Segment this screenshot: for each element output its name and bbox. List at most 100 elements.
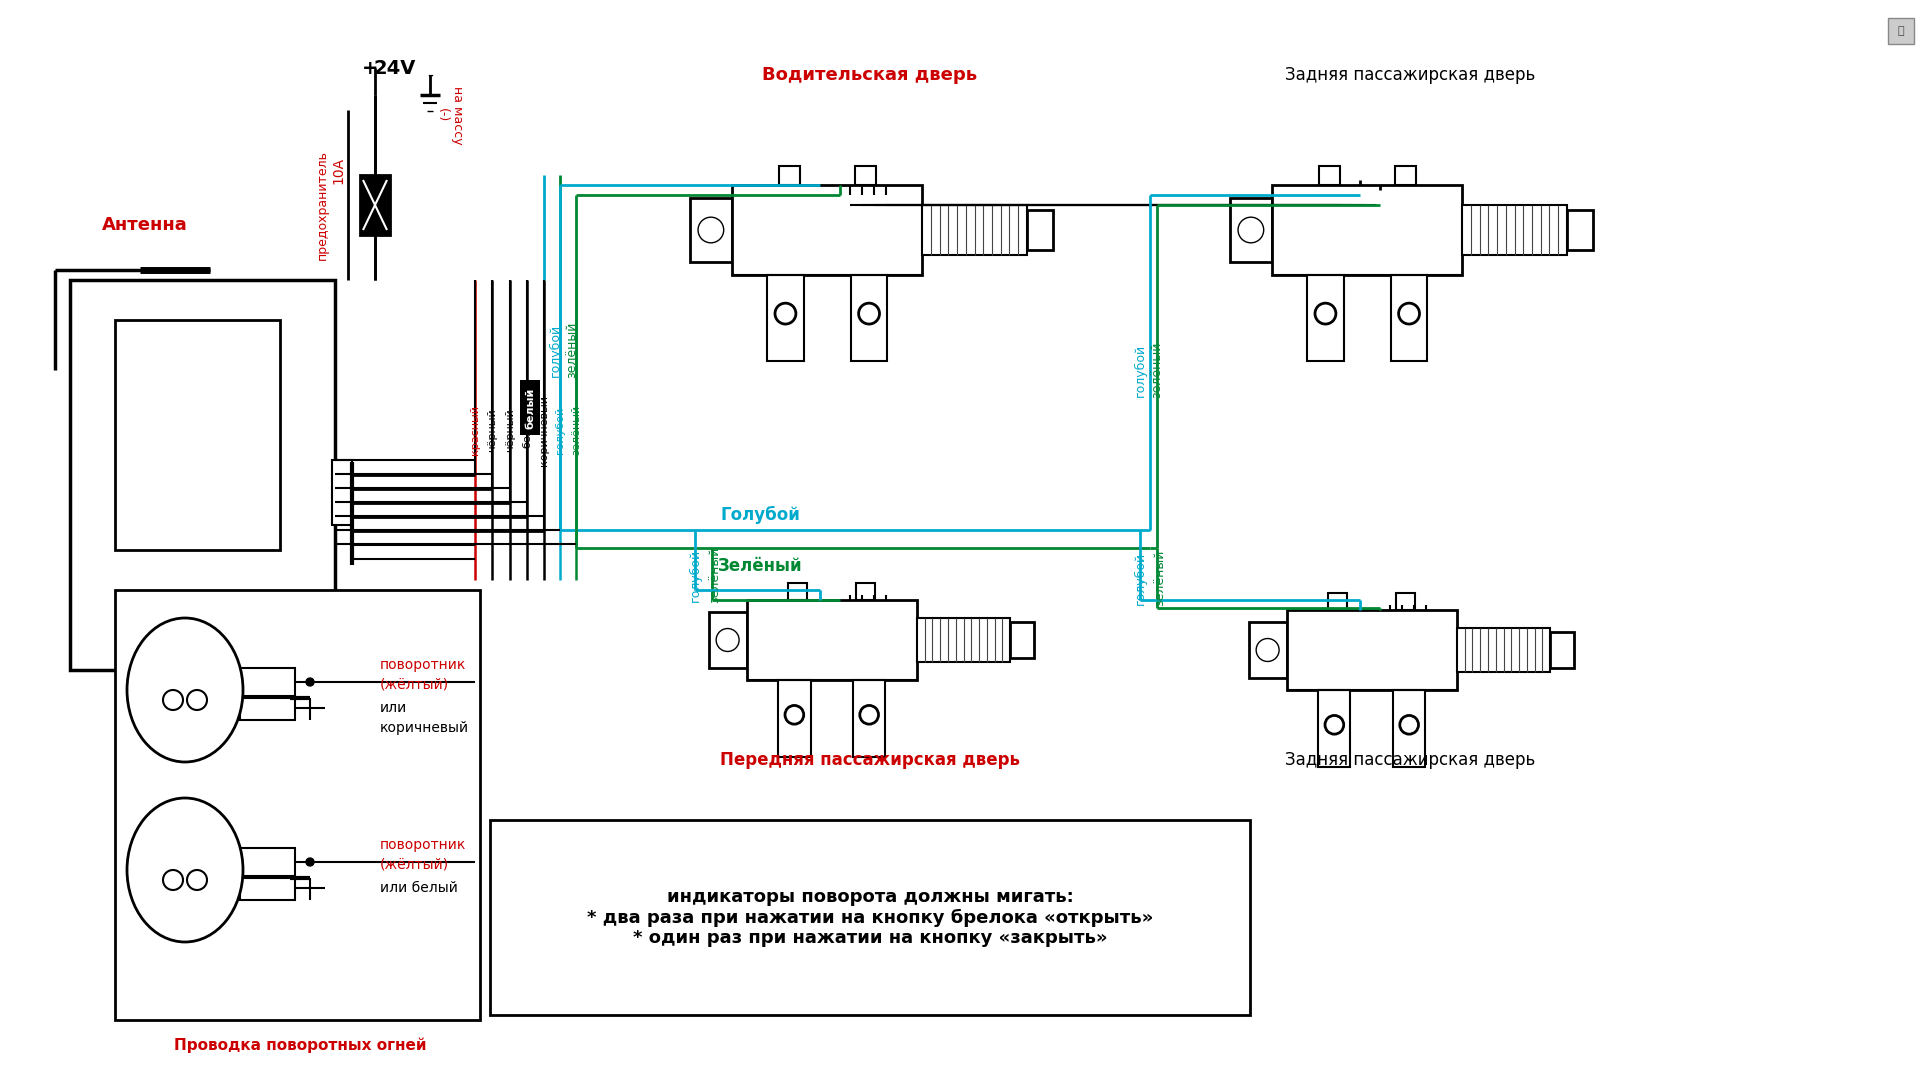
Bar	[1248, 622, 1286, 678]
Bar	[115, 590, 480, 1020]
Circle shape	[305, 858, 315, 866]
Text: красный: красный	[470, 405, 480, 455]
Circle shape	[1400, 715, 1419, 734]
Text: или: или	[380, 701, 407, 715]
Bar	[854, 166, 876, 185]
Text: (жёлтый): (жёлтый)	[380, 678, 449, 692]
Circle shape	[186, 690, 207, 710]
Bar	[1027, 211, 1054, 249]
Bar	[1273, 185, 1463, 275]
Text: или белый: или белый	[380, 881, 457, 895]
Text: ⤢: ⤢	[1897, 26, 1905, 36]
Circle shape	[1238, 217, 1263, 243]
Bar	[240, 878, 296, 900]
Bar	[240, 698, 296, 720]
Bar	[1394, 166, 1415, 185]
Text: предохранитель: предохранитель	[315, 150, 328, 260]
Bar	[115, 320, 280, 550]
Text: чёрный: чёрный	[505, 408, 515, 451]
Bar	[1567, 211, 1594, 249]
Bar	[922, 205, 1027, 255]
Bar	[1457, 627, 1549, 672]
Text: Антенна: Антенна	[102, 216, 188, 234]
Bar	[1308, 275, 1344, 361]
Text: поворотник: поворотник	[380, 658, 467, 672]
Bar	[240, 669, 296, 696]
Text: зелёный: зелёный	[1154, 550, 1167, 606]
Circle shape	[1398, 303, 1419, 324]
Circle shape	[776, 303, 797, 324]
Bar	[1319, 690, 1350, 767]
Circle shape	[1325, 715, 1344, 734]
Bar	[778, 680, 810, 757]
Bar	[916, 618, 1010, 662]
Bar	[1329, 593, 1348, 609]
Text: зелёный: зелёный	[570, 405, 582, 455]
Text: Водительская дверь: Водительская дверь	[762, 66, 977, 84]
Text: 10А: 10А	[330, 157, 346, 184]
Text: зелёный: зелёный	[1150, 341, 1164, 399]
Bar	[852, 680, 885, 757]
Text: голубой: голубой	[549, 323, 561, 377]
Circle shape	[163, 870, 182, 890]
Text: (жёлтый): (жёлтый)	[380, 858, 449, 872]
Bar	[240, 848, 296, 876]
Text: голубой: голубой	[1133, 552, 1146, 605]
Circle shape	[785, 705, 804, 725]
Text: Голубой: Голубой	[720, 505, 801, 524]
Ellipse shape	[127, 618, 244, 762]
Text: Зелёный: Зелёный	[718, 557, 803, 575]
Bar	[1010, 622, 1035, 658]
Text: голубой: голубой	[555, 406, 564, 454]
Text: голубой: голубой	[689, 549, 701, 602]
Text: Проводка поворотных огней: Проводка поворотных огней	[173, 1037, 426, 1053]
Bar	[732, 185, 922, 275]
Text: голубой: голубой	[1133, 343, 1146, 396]
Circle shape	[858, 303, 879, 324]
Ellipse shape	[127, 798, 244, 942]
Bar	[332, 460, 351, 525]
Circle shape	[860, 705, 879, 725]
Text: на массу
(-): на массу (-)	[436, 85, 465, 145]
Text: Задняя пассажирская дверь: Задняя пассажирская дверь	[1284, 66, 1536, 84]
Text: +: +	[361, 58, 378, 78]
Bar	[1229, 199, 1273, 261]
Text: чёрный: чёрный	[488, 408, 497, 451]
Bar	[1463, 205, 1567, 255]
Circle shape	[716, 629, 739, 651]
Circle shape	[1315, 303, 1336, 324]
Bar	[768, 275, 803, 361]
Text: 24V: 24V	[374, 58, 417, 78]
Text: индикаторы поворота должны мигать:
* два раза при нажатии на кнопку брелока «отк: индикаторы поворота должны мигать: * два…	[588, 888, 1154, 947]
Text: Задняя пассажирская дверь: Задняя пассажирская дверь	[1284, 751, 1536, 769]
Text: коричневый: коричневый	[380, 721, 468, 735]
Bar	[1390, 275, 1427, 361]
Circle shape	[186, 870, 207, 890]
Bar	[780, 166, 801, 185]
Circle shape	[1256, 638, 1279, 661]
Circle shape	[305, 678, 315, 686]
Text: зелёный: зелёный	[566, 322, 578, 378]
Text: Передняя пассажирская дверь: Передняя пассажирская дверь	[720, 751, 1020, 769]
Bar	[1394, 690, 1425, 767]
Circle shape	[699, 217, 724, 243]
Bar	[1319, 166, 1340, 185]
Bar	[747, 599, 916, 680]
Bar	[490, 820, 1250, 1015]
Bar	[1549, 632, 1574, 667]
Bar	[1286, 609, 1457, 690]
Bar	[175, 660, 246, 680]
Text: белый: белый	[522, 411, 532, 448]
Text: белый: белый	[524, 388, 536, 429]
Bar	[689, 199, 732, 261]
Text: -: -	[426, 66, 432, 84]
Bar	[69, 280, 334, 670]
Text: коричневый: коричневый	[540, 394, 549, 465]
Bar	[856, 582, 876, 599]
Text: поворотник: поворотник	[380, 838, 467, 852]
Bar	[1887, 18, 1914, 44]
Bar	[361, 175, 390, 235]
Circle shape	[163, 690, 182, 710]
Bar	[851, 275, 887, 361]
Bar	[708, 611, 747, 669]
